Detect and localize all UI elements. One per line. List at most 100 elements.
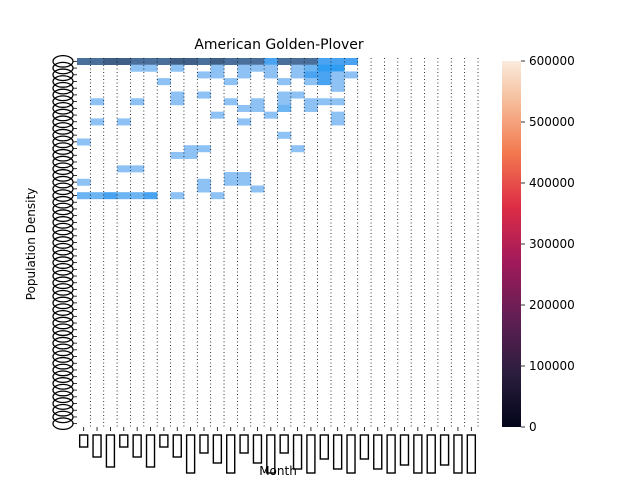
y-tick-label-overlap (52, 309, 74, 323)
y-tick-label-overlap (52, 276, 74, 290)
y-tick-label-overlap (52, 303, 74, 316)
heatmap-cell (224, 178, 238, 186)
heatmap-cell (330, 58, 345, 66)
heatmap-cell (304, 104, 318, 112)
heatmap-cell (317, 71, 332, 79)
heatmap-cell (143, 58, 158, 66)
y-tick-label-overlap (52, 242, 74, 256)
heatmap-cell (210, 58, 225, 66)
heatmap-cell (264, 58, 278, 66)
x-tick-label-overlap (78, 434, 89, 448)
heatmap-cell (304, 64, 318, 72)
colorbar-tick-label: 300000 (529, 237, 575, 251)
heatmap-cell (317, 64, 332, 72)
x-tick-label-overlap (199, 434, 209, 454)
y-tick-label-overlap (52, 229, 74, 243)
y-tick-label-overlap (52, 323, 74, 337)
y-tick-label-overlap (52, 316, 74, 330)
y-tick-label-overlap (52, 343, 74, 357)
heatmap-cell (170, 192, 185, 200)
x-tick-label-overlap (279, 434, 289, 454)
colorbar-tick-label: 600000 (529, 54, 575, 68)
heatmap-cell (90, 58, 105, 66)
x-tick-label-overlap (413, 434, 423, 474)
x-tick-label-overlap (466, 434, 477, 474)
heatmap-cell (344, 58, 358, 66)
heatmap-cell (264, 71, 278, 79)
x-tick-label-overlap (132, 434, 142, 458)
heatmap-cell (224, 172, 238, 180)
heatmap-cell (197, 91, 211, 99)
y-tick-label-overlap (52, 122, 74, 135)
heatmap-cell (77, 178, 91, 186)
x-tick-label-overlap (119, 434, 129, 448)
heatmap-cell (170, 58, 185, 66)
heatmap-cell (170, 91, 185, 99)
x-tick-label-overlap (172, 434, 182, 458)
heatmap-cell (90, 192, 105, 200)
heatmap-cell (77, 138, 91, 146)
heatmap-cell (290, 145, 305, 153)
heatmap-cell (250, 64, 265, 72)
y-tick-label-overlap (52, 262, 74, 276)
heatmap-cell (290, 91, 305, 99)
heatmap-cell (330, 64, 345, 72)
y-tick-label-overlap (52, 148, 74, 162)
heatmap-cell (317, 78, 332, 86)
heatmap-cell (330, 84, 345, 92)
heatmap-cell (117, 58, 131, 66)
y-tick-label-overlap (52, 336, 74, 350)
heatmap-cell (344, 71, 358, 79)
y-tick-label-overlap (52, 410, 74, 424)
heatmap-cell (237, 104, 252, 112)
heatmap-gridlines (89, 58, 479, 427)
y-tick-label-overlap (52, 81, 74, 95)
heatmap-cell (304, 78, 318, 86)
heatmap-cell (290, 58, 305, 66)
heatmap-cell (330, 118, 345, 126)
x-tick-label-overlap (319, 434, 329, 460)
y-tick-label-overlap (52, 283, 74, 296)
y-tick-label-overlap (52, 108, 74, 122)
heatmap-cell (277, 131, 292, 139)
y-tick-label-overlap (52, 383, 74, 397)
colorbar-tick-label: 200000 (529, 298, 575, 312)
y-tick-label-overlap (52, 236, 74, 249)
heatmap-cell (277, 91, 292, 99)
heatmap-cell (210, 64, 225, 72)
x-tick-label-overlap (105, 434, 116, 468)
y-tick-label-overlap (52, 363, 74, 377)
x-tick-label-overlap (453, 434, 463, 474)
heatmap-cell (130, 192, 145, 200)
heatmap-cell (237, 58, 252, 66)
y-tick-label-overlap (52, 195, 74, 209)
x-tick-label-overlap (159, 434, 169, 448)
heatmap-cell (210, 111, 225, 119)
y-tick-label-overlap (52, 356, 74, 370)
x-tick-label-overlap (212, 434, 223, 464)
heatmap-cell (290, 64, 305, 72)
heatmap-cell (224, 98, 238, 106)
heatmap-cell (117, 165, 131, 173)
heatmap-cell (290, 71, 305, 79)
heatmap-cell (130, 165, 145, 173)
y-tick-label-overlap (52, 330, 74, 343)
heatmap-cell (237, 71, 252, 79)
x-tick-label-overlap (226, 434, 236, 474)
heatmap-cell (250, 98, 265, 106)
heatmap-cell (330, 98, 345, 106)
heatmap-cell (183, 58, 198, 66)
x-tick-label-overlap (439, 434, 450, 466)
colorbar-tick-label: 500000 (529, 115, 575, 129)
heatmap-cell (277, 104, 292, 112)
y-tick-label-overlap (52, 296, 74, 310)
heatmap-cell (117, 192, 131, 200)
chart-title: American Golden-Plover (194, 37, 364, 53)
heatmap-cell (130, 58, 145, 66)
x-tick-label-overlap (399, 434, 410, 466)
x-tick-label-overlap (306, 434, 316, 474)
heatmap-cell (143, 64, 158, 72)
y-tick-label-overlap (52, 403, 74, 417)
x-tick-label-overlap (252, 434, 263, 464)
